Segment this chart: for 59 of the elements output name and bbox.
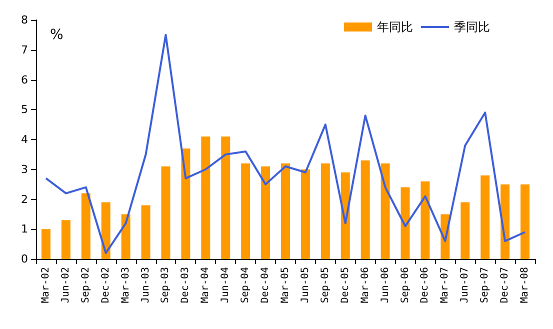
x-tick-label: Jun-06 (380, 267, 391, 304)
x-tick-label: Sep-02 (80, 267, 92, 304)
x-tick-label: Mar-05 (280, 267, 291, 304)
x-tick-label: Sep-06 (400, 267, 411, 304)
bar (241, 163, 250, 259)
x-tick-label: Sep-03 (160, 267, 172, 304)
x-tick-label: Mar-03 (120, 267, 132, 304)
bar (520, 184, 530, 259)
x-tick-label: Jun-05 (300, 267, 311, 304)
bar (261, 166, 270, 259)
x-tick-label: Mar-02 (40, 267, 52, 304)
bar (320, 163, 330, 259)
bar (141, 205, 150, 259)
x-tick-label: Jun-03 (140, 267, 152, 304)
y-tick-label: 2 (21, 192, 28, 206)
x-tick-label: Mar-04 (200, 267, 212, 304)
bar (360, 160, 370, 259)
x-tick-label: Dec-05 (340, 267, 351, 304)
bar (101, 202, 110, 259)
y-tick-label: 6 (21, 73, 28, 86)
bar (161, 166, 170, 259)
x-tick-label: Mar-07 (440, 267, 451, 304)
x-tick-label: Jun-07 (460, 267, 471, 304)
x-tick-label: Sep-05 (320, 267, 331, 304)
y-tick-label: 8 (21, 14, 28, 26)
x-tick-label: Jun-02 (60, 267, 72, 304)
bar (221, 136, 230, 259)
x-tick-label: Dec-02 (100, 267, 112, 304)
bar (460, 202, 470, 259)
bar (420, 181, 430, 259)
x-tick-label: Dec-04 (260, 267, 272, 304)
bar (380, 163, 390, 259)
bar (300, 169, 310, 259)
bar (81, 193, 90, 259)
x-tick-label: Mar-08 (520, 267, 531, 304)
y-tick-label: 4 (21, 133, 28, 146)
x-tick-label: Dec-07 (500, 267, 511, 304)
bar (281, 163, 290, 259)
x-tick-label: Jun-04 (220, 267, 232, 304)
annotation: % (50, 27, 64, 43)
y-tick-label: 7 (21, 43, 28, 56)
bar (41, 229, 50, 259)
bar (480, 175, 490, 259)
bar (181, 148, 190, 259)
x-tick-label: Mar-06 (360, 267, 371, 304)
x-tick-label: Sep-04 (240, 267, 252, 304)
legend-label: 季同比 (454, 20, 490, 34)
y-tick-label: 1 (21, 222, 28, 236)
bar (400, 187, 410, 259)
legend-label: 年同比 (377, 20, 413, 34)
y-tick-label: 0 (21, 252, 28, 266)
x-tick-label: Sep-07 (480, 267, 491, 304)
x-tick-label: Dec-06 (420, 267, 431, 304)
bar (201, 136, 210, 259)
bar (121, 214, 130, 259)
x-tick-label: Dec-03 (180, 267, 192, 304)
y-tick-label: 5 (21, 103, 28, 116)
bar (61, 220, 70, 259)
y-tick-label: 3 (21, 162, 28, 176)
